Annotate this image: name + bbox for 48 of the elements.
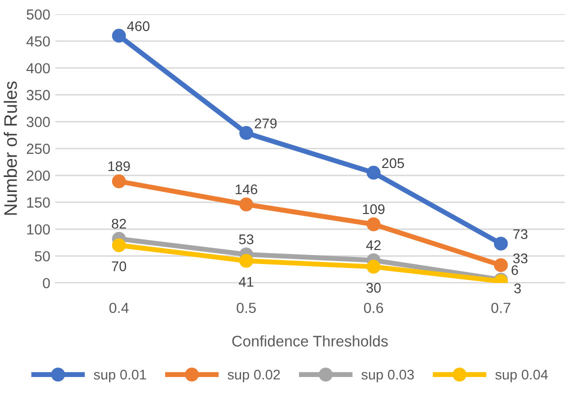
legend-label: sup 0.04 [495, 370, 548, 382]
data-label: 189 [108, 161, 130, 172]
y-tick-label: 350 [26, 90, 50, 100]
point [239, 197, 254, 212]
point [239, 126, 254, 140]
data-label: 42 [366, 240, 381, 250]
x-tick-label: 0.5 [236, 302, 256, 314]
x-tick-label: 0.6 [364, 302, 384, 314]
data-label: 33 [513, 253, 528, 264]
y-tick-label: 200 [26, 170, 50, 181]
point [112, 174, 126, 188]
x-axis-title: Confidence Thresholds [232, 335, 388, 347]
y-tick-label: 150 [27, 197, 50, 208]
y-tick-label: 300 [26, 116, 50, 128]
point [366, 260, 381, 274]
point [366, 166, 381, 180]
point [112, 238, 126, 252]
legend-label: sup 0.01 [94, 370, 146, 382]
data-label: 109 [363, 204, 384, 214]
legend-label: sup 0.03 [362, 370, 414, 382]
x-tick-label: 0.7 [491, 302, 510, 314]
y-tick-label: 400 [26, 63, 50, 74]
x-tick-label: 0.4 [109, 302, 129, 314]
point [366, 217, 381, 232]
point [112, 28, 126, 43]
data-label: 41 [238, 277, 254, 287]
y-axis-title: Number of Rules [4, 81, 17, 215]
data-label: 146 [236, 184, 258, 194]
y-tick-label: 250 [26, 144, 50, 154]
data-label: 3 [514, 283, 521, 294]
data-label: 279 [254, 118, 277, 128]
point [239, 254, 254, 268]
data-label: 6 [512, 265, 518, 276]
data-label: 205 [382, 158, 404, 168]
y-tick-label: 100 [27, 224, 50, 235]
data-label: 82 [112, 218, 126, 229]
point [494, 258, 508, 272]
y-tick-label: 0 [42, 278, 50, 288]
data-label: 460 [127, 21, 150, 32]
y-tick-label: 50 [34, 251, 50, 262]
point [494, 236, 508, 251]
y-tick-label: 450 [26, 36, 50, 47]
data-label: 30 [366, 282, 381, 293]
legend-label: sup 0.02 [228, 370, 280, 382]
data-label: 73 [513, 229, 528, 240]
data-label: 53 [239, 234, 254, 244]
data-label: 70 [112, 261, 126, 272]
y-tick-label: 500 [26, 9, 50, 20]
